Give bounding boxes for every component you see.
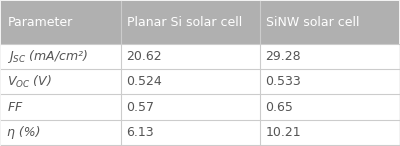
Text: 0.533: 0.533 (266, 75, 301, 88)
Text: η (%): η (%) (7, 126, 41, 139)
Text: $V_{OC}$ (V): $V_{OC}$ (V) (7, 74, 52, 90)
Text: $FF$: $FF$ (7, 100, 24, 114)
Text: Parameter: Parameter (7, 16, 72, 29)
Bar (1, 1, 399, 44)
Text: 20.62: 20.62 (126, 50, 162, 63)
Text: $J_{SC}$ (mA/cm²): $J_{SC}$ (mA/cm²) (7, 48, 88, 65)
Text: 0.524: 0.524 (126, 75, 162, 88)
Bar (1, 120, 399, 145)
Bar (1, 69, 399, 94)
Text: SiNW solar cell: SiNW solar cell (266, 16, 359, 29)
Text: 0.65: 0.65 (266, 100, 294, 114)
Text: Planar Si solar cell: Planar Si solar cell (126, 16, 242, 29)
Bar (1, 44, 399, 69)
Text: 29.28: 29.28 (266, 50, 301, 63)
Text: 6.13: 6.13 (126, 126, 154, 139)
Text: 10.21: 10.21 (266, 126, 301, 139)
Bar (1, 94, 399, 120)
Text: 0.57: 0.57 (126, 100, 154, 114)
